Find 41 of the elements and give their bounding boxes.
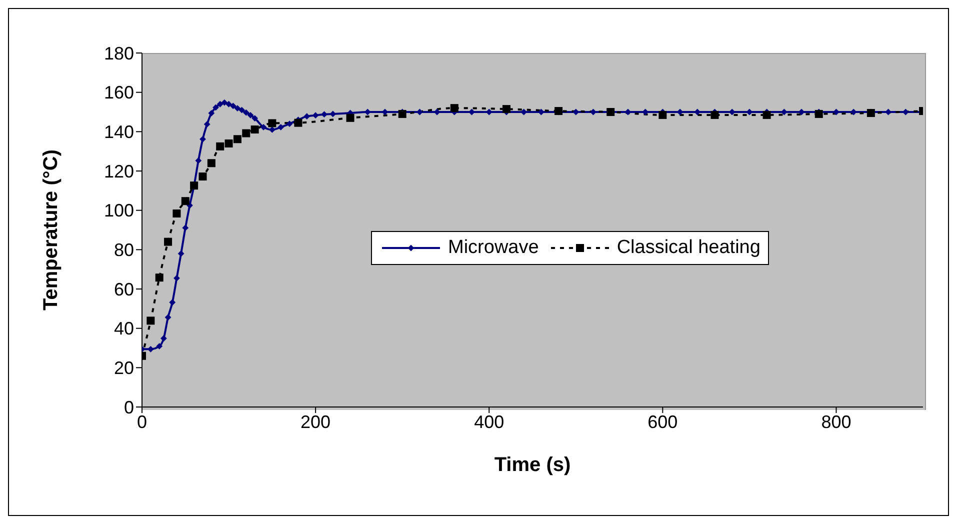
- point: [216, 142, 224, 150]
- y-tick-label: 160: [104, 82, 134, 103]
- point: [502, 105, 510, 114]
- point: [398, 110, 406, 118]
- x-tick-label: 0: [136, 412, 148, 432]
- point: [268, 119, 276, 128]
- y-axis-title: Temperature (°C): [40, 150, 62, 310]
- y-tick-label: 120: [104, 161, 134, 182]
- point: [181, 197, 190, 206]
- y-tick-label: 20: [114, 358, 134, 378]
- y-tick-label: 180: [104, 43, 134, 64]
- point: [233, 135, 242, 144]
- x-tick-label: 200: [300, 412, 331, 432]
- legend-label: Microwave: [448, 237, 539, 259]
- legend-label: Classical heating: [616, 237, 760, 259]
- point: [710, 110, 719, 119]
- x-tick-label: 800: [821, 412, 852, 432]
- point: [164, 238, 172, 246]
- y-tick-label: 60: [114, 279, 134, 300]
- y-tick-label: 40: [114, 318, 134, 339]
- x-axis-title: Time (s): [494, 454, 571, 476]
- point: [250, 126, 259, 134]
- x-tick-label: 600: [648, 412, 678, 432]
- point: [450, 104, 458, 112]
- point: [346, 114, 354, 122]
- point: [155, 274, 164, 282]
- point: [207, 159, 216, 168]
- point: [294, 118, 302, 127]
- y-tick-label: 0: [124, 397, 134, 418]
- y-tick-label: 80: [114, 240, 134, 260]
- point: [242, 129, 250, 138]
- point: [172, 209, 181, 218]
- x-tick-label: 400: [474, 412, 504, 432]
- y-tick-label: 140: [104, 122, 134, 142]
- point: [146, 316, 155, 325]
- y-tick-label: 100: [104, 200, 134, 221]
- point: [762, 110, 771, 119]
- point: [814, 110, 823, 118]
- point: [224, 139, 233, 148]
- point: [658, 110, 667, 119]
- point: [198, 172, 207, 181]
